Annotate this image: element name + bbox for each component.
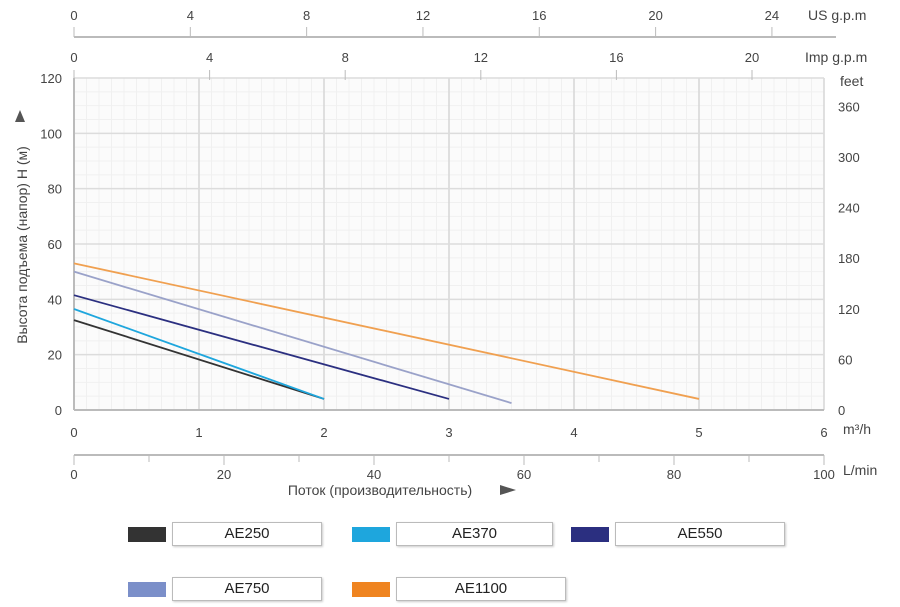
lmin-tick-label: 100: [813, 467, 835, 482]
feet-tick-label: 300: [838, 150, 860, 165]
y-arrow-icon: [15, 110, 25, 122]
legend-item-ae1100: AE1100: [352, 577, 566, 601]
legend-label: AE370: [396, 522, 553, 546]
x-tick-label: 2: [320, 425, 327, 440]
legend-swatch: [128, 581, 166, 597]
lmin-tick-label: 40: [367, 467, 381, 482]
us-gpm-tick-label: 16: [532, 8, 546, 23]
x-tick-label: 6: [820, 425, 827, 440]
feet-tick-label: 60: [838, 352, 852, 367]
imp-gpm-label: Imp g.p.m: [805, 49, 867, 65]
y-tick-label: 40: [48, 292, 62, 307]
us-gpm-tick-label: 8: [303, 8, 310, 23]
imp-gpm-tick-label: 16: [609, 50, 623, 65]
lmin-tick-label: 80: [667, 467, 681, 482]
y-axis-label: Высота подъема (напор) H (м): [14, 146, 30, 344]
legend-item-ae550: AE550: [571, 522, 785, 546]
feet-tick-label: 120: [838, 302, 860, 317]
x-axis-label: Поток (производительность): [288, 482, 472, 498]
us-gpm-label: US g.p.m: [808, 7, 866, 23]
feet-tick-label: 240: [838, 201, 860, 216]
imp-gpm-tick-label: 12: [474, 50, 488, 65]
legend-label: AE550: [615, 522, 785, 546]
legend-swatch: [352, 581, 390, 597]
y-tick-label: 20: [48, 348, 62, 363]
feet-tick-label: 360: [838, 99, 860, 114]
imp-gpm-tick-label: 4: [206, 50, 213, 65]
feet-tick-label: 180: [838, 251, 860, 266]
x-tick-label: 1: [195, 425, 202, 440]
legend-label: AE1100: [396, 577, 566, 601]
series-line-ae370: [73, 308, 325, 400]
imp-gpm-tick-label: 20: [745, 50, 759, 65]
us-gpm-tick-label: 4: [187, 8, 194, 23]
y-tick-label: 60: [48, 237, 62, 252]
legend-swatch: [352, 526, 390, 542]
y-tick-label: 0: [55, 403, 62, 418]
feet-tick-label: 0: [838, 403, 845, 418]
y-tick-label: 100: [40, 126, 62, 141]
x-tick-label: 4: [570, 425, 577, 440]
legend-item-ae750: AE750: [128, 577, 322, 601]
lmin-tick-label: 0: [70, 467, 77, 482]
series-line-ae1100: [73, 262, 700, 400]
x-unit-label: m³/h: [843, 421, 871, 437]
series-line-ae550: [73, 294, 450, 400]
imp-gpm-tick-label: 0: [70, 50, 77, 65]
legend-swatch: [128, 526, 166, 542]
legend-swatch: [571, 526, 609, 542]
legend-item-ae250: AE250: [128, 522, 322, 546]
us-gpm-tick-label: 12: [416, 8, 430, 23]
y-tick-label: 80: [48, 182, 62, 197]
x-tick-label: 0: [70, 425, 77, 440]
imp-gpm-tick-label: 8: [342, 50, 349, 65]
lmin-tick-label: 60: [517, 467, 531, 482]
legend-item-ae370: AE370: [352, 522, 553, 546]
x-tick-label: 3: [445, 425, 452, 440]
legend-label: AE750: [172, 577, 322, 601]
lmin-label: L/min: [843, 462, 877, 478]
legend-label: AE250: [172, 522, 322, 546]
series-line-ae250: [73, 319, 325, 400]
x-tick-label: 5: [695, 425, 702, 440]
series-line-ae750: [73, 270, 512, 404]
x-arrow-icon: [500, 485, 516, 495]
us-gpm-tick-label: 0: [70, 8, 77, 23]
us-gpm-tick-label: 24: [765, 8, 779, 23]
chart-svg: Высота подъема (напор) H (м) Поток (прои…: [14, 7, 877, 498]
us-gpm-tick-label: 20: [648, 8, 662, 23]
feet-label: feet: [840, 73, 863, 89]
y-tick-label: 120: [40, 71, 62, 86]
lmin-tick-label: 20: [217, 467, 231, 482]
